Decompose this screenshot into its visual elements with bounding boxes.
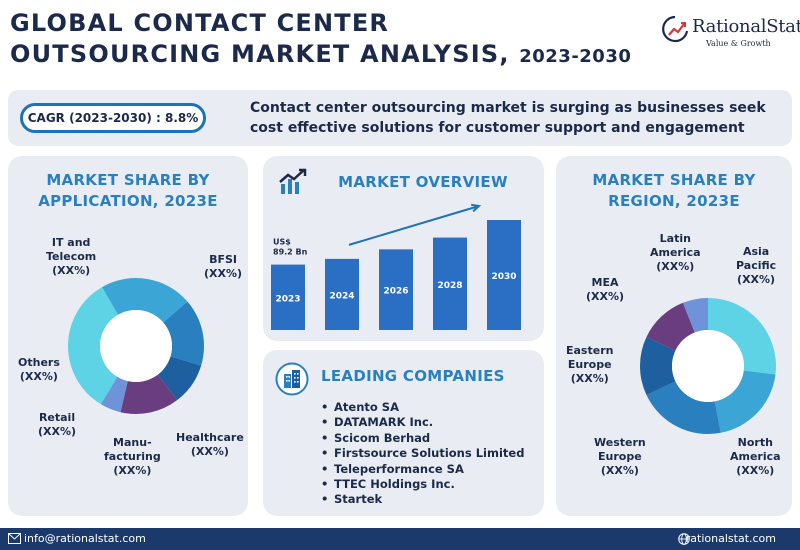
bar-2023: [271, 264, 305, 330]
slice-latin-america: [682, 298, 708, 333]
bar-2028: [433, 237, 467, 330]
pct-retail: (XX%): [38, 425, 77, 438]
label-mea: MEA (XX%): [586, 276, 625, 303]
label-healthcare: Healthcare (XX%): [176, 431, 244, 458]
market-overview-bar-chart: 2023 2024 2026 2028 2030 US$ 89.2 Bn: [271, 203, 521, 330]
slice-mea: [646, 302, 695, 351]
company-item-startek: Startek: [321, 492, 524, 507]
trend-arrow-head: [470, 203, 482, 213]
pct-manufacturing: (XX%): [113, 464, 152, 477]
slice-it-and-telecom: [68, 287, 118, 405]
bar-label-2030: 2030: [491, 272, 516, 282]
slice-asia-pacific: [708, 298, 776, 375]
footer-email[interactable]: info@rationalstat.com: [24, 532, 146, 545]
pct-north-america: (XX%): [736, 464, 775, 477]
bar-label-2023: 2023: [275, 294, 300, 304]
title-line-1: GLOBAL CONTACT CENTER: [10, 9, 390, 37]
slice-others: [100, 376, 128, 413]
pct-bfsi: (XX%): [204, 267, 243, 280]
company-list: Atento SADATAMARK Inc.Scicom BerhadFirst…: [321, 400, 524, 508]
region-donut-chart: [640, 298, 776, 434]
application-title: MARKET SHARE BY APPLICATION, 2023E: [38, 171, 218, 210]
label-it-and-telecom: IT and Telecom (XX%): [46, 236, 97, 277]
company-item-datamark-inc: DATAMARK Inc.: [321, 415, 524, 430]
company-item-teleperformance-sa: Teleperformance SA: [321, 462, 524, 477]
title-line-2: OUTSOURCING MARKET ANALYSIS, 2023-2030: [10, 39, 631, 72]
bar-label-2028: 2028: [437, 281, 462, 291]
pct-western-europe: (XX%): [600, 464, 639, 477]
bar-2026: [379, 249, 413, 330]
pct-others: (XX%): [19, 370, 58, 383]
logo-tagline: Value & Growth: [706, 39, 771, 48]
label-bfsi: BFSI (XX%): [204, 253, 243, 280]
company-item-firstsource-solutions-limited: Firstsource Solutions Limited: [321, 446, 524, 461]
label-retail: Retail (XX%): [38, 411, 77, 438]
growth-chart-icon: [279, 168, 307, 194]
pct-it-and-telecom: (XX%): [52, 264, 91, 277]
pct-latin-america: (XX%): [656, 260, 695, 273]
globe-icon: [678, 533, 690, 545]
donut-hole: [100, 310, 172, 382]
footer-bar: info@rationalstat.com rationalstat.com: [0, 528, 800, 550]
label-western-europe: Western Europe (XX%): [594, 436, 646, 477]
slice-manufacturing: [157, 356, 202, 401]
donut-hole: [672, 330, 744, 402]
footer-website[interactable]: rationalstat.com: [685, 532, 776, 545]
trend-arrow: [348, 205, 480, 246]
slice-eastern-europe: [640, 337, 676, 395]
email-icon: [8, 533, 21, 544]
banner-text: Contact center outsourcing market is sur…: [250, 100, 766, 136]
page-title: GLOBAL CONTACT CENTER OUTSOURCING MARKET…: [10, 8, 631, 72]
slice-western-europe: [646, 381, 721, 434]
label-north-america: North America (XX%): [730, 436, 781, 477]
title-line-2-text: OUTSOURCING MARKET ANALYSIS,: [10, 40, 510, 68]
slice-healthcare: [163, 301, 205, 366]
region-panel: MARKET SHARE BY REGION, 2023E Asia Pacifi…: [556, 156, 792, 516]
application-panel: MARKET SHARE BY APPLICATION, 2023E BFSI(…: [8, 156, 248, 516]
overview-panel: MARKET OVERVIEW 2023 2024 2026 2028 2030 US$ 8…: [263, 156, 544, 341]
label-others: Others (XX%): [18, 356, 60, 383]
bar-2024: [325, 258, 359, 330]
logo: RationalStat Value & Growth: [660, 14, 800, 54]
company-item-ttec-holdings-inc: TTEC Holdings Inc.: [321, 477, 524, 492]
slice-bfsi: [102, 278, 188, 323]
label-eastern-europe: Eastern Europe (XX%): [566, 344, 614, 385]
pct-mea: (XX%): [586, 290, 625, 303]
pct-healthcare: (XX%): [190, 445, 229, 458]
summary-banner: CAGR (2023-2030) : 8.8% Contact center o…: [8, 90, 792, 146]
title-years: 2023-2030: [519, 46, 632, 67]
cagr-badge: CAGR (2023-2030) : 8.8%: [20, 103, 206, 133]
office-buildings-icon: [275, 362, 309, 396]
logo-name: RationalStat: [692, 16, 800, 37]
companies-panel: LEADING COMPANIES Atento SADATAMARK Inc.…: [263, 350, 544, 516]
company-item-atento-sa: Atento SA: [321, 400, 524, 415]
label-asia-pacific: Asia Pacific (XX%): [736, 245, 777, 286]
companies-title: LEADING COMPANIES: [321, 367, 505, 385]
label-manufacturing: Manu-facturing (XX%): [104, 436, 161, 477]
label-latin-america: Latin America (XX%): [650, 232, 701, 273]
overview-title: MARKET OVERVIEW: [338, 173, 508, 191]
slice-retail: [120, 374, 178, 414]
value-label: US$ 89.2 Bn: [273, 238, 308, 257]
bar-label-2026: 2026: [383, 287, 408, 297]
application-donut-chart: [68, 278, 205, 414]
slice-north-america: [714, 370, 776, 433]
pct-asia-pacific: (XX%): [737, 273, 776, 286]
bar-label-2024: 2024: [329, 291, 354, 301]
logo-mark-icon: [662, 15, 689, 43]
region-title: MARKET SHARE BY REGION, 2023E: [592, 171, 756, 210]
pct-eastern-europe: (XX%): [570, 372, 609, 385]
bar-2030: [487, 220, 521, 330]
company-item-scicom-berhad: Scicom Berhad: [321, 431, 524, 446]
